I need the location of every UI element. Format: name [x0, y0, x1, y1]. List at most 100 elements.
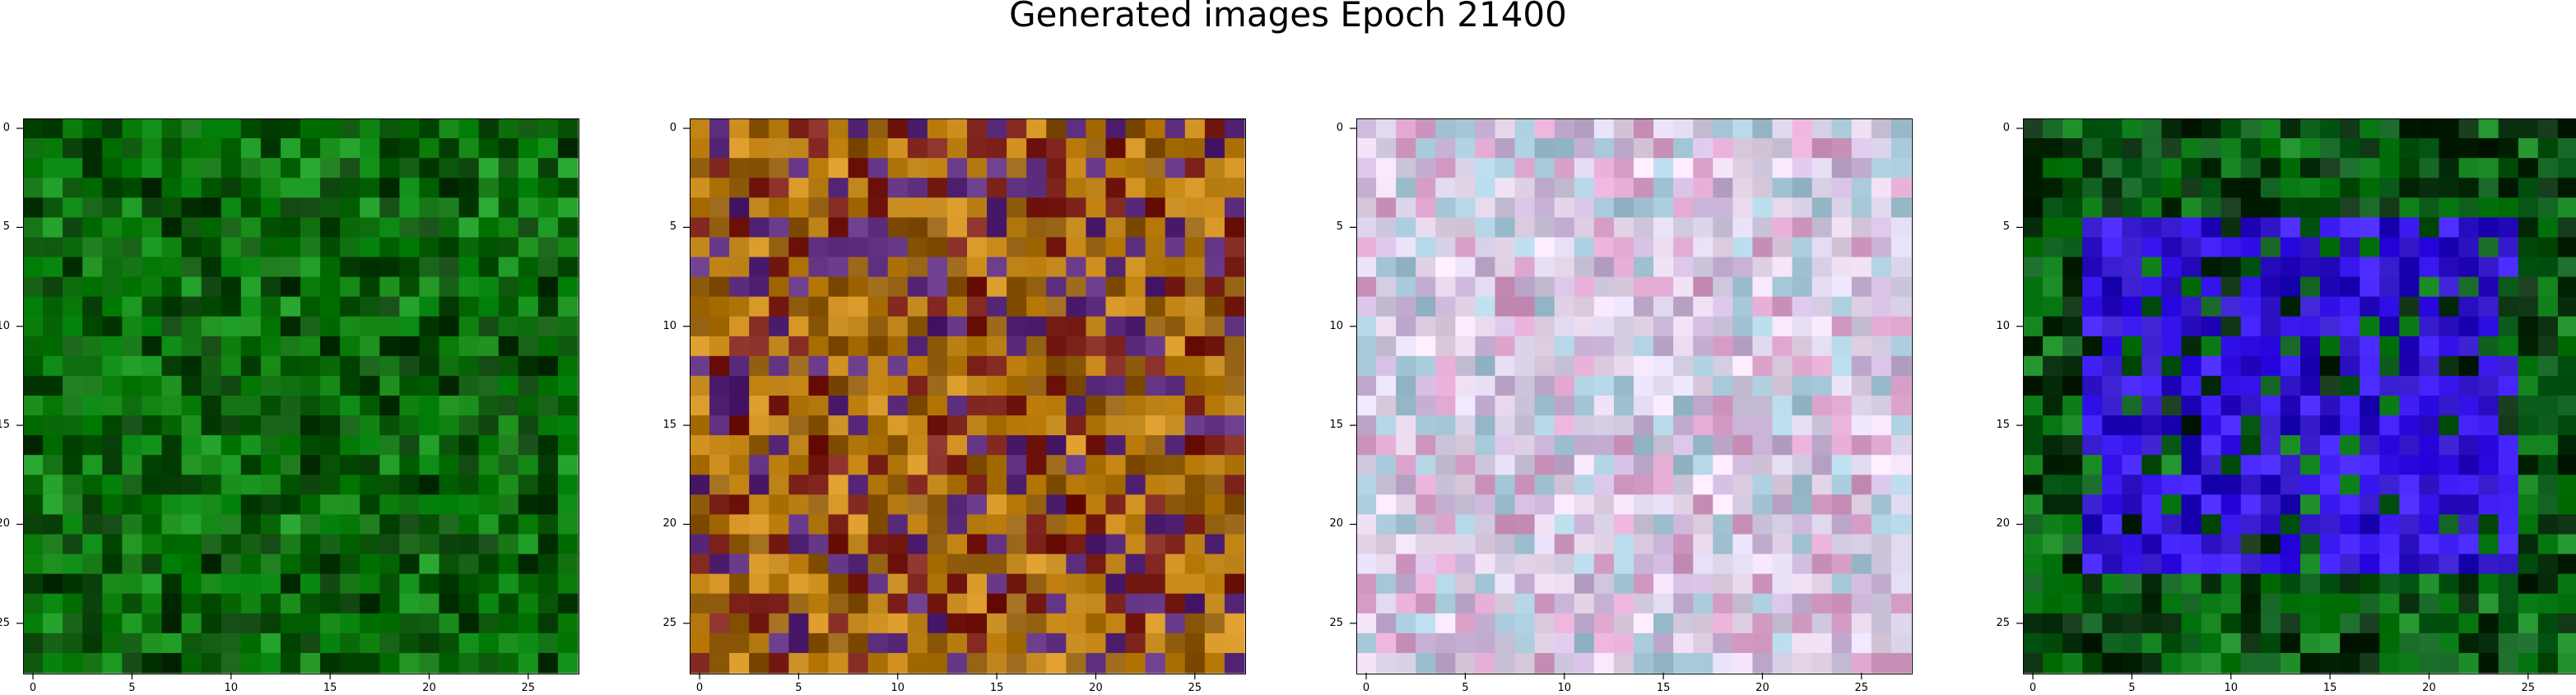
pixel-cell: [102, 514, 123, 535]
pixel-cell: [1871, 455, 1892, 475]
pixel-cell: [2399, 237, 2420, 258]
pixel-cell: [1376, 534, 1397, 555]
pixel-cell: [1554, 435, 1575, 456]
pixel-cell: [142, 158, 163, 178]
pixel-cell: [1811, 316, 1833, 337]
pixel-cell: [1514, 257, 1536, 278]
pixel-cell: [1792, 554, 1813, 575]
pixel-cell: [690, 158, 710, 178]
pixel-cell: [848, 237, 869, 258]
pixel-cell: [498, 455, 519, 475]
pixel-cell: [1613, 396, 1634, 416]
pixel-cell: [280, 375, 301, 396]
pixel-cell: [1145, 415, 1166, 436]
pixel-cell: [2082, 276, 2103, 298]
pixel-cell: [709, 138, 730, 159]
pixel-cell: [419, 336, 440, 357]
pixel-cell: [709, 396, 730, 416]
pixel-cell: [537, 217, 559, 239]
pixel-cell: [2141, 178, 2163, 198]
pixel-cell: [142, 593, 163, 614]
pixel-cell: [788, 573, 810, 595]
pixel-cell: [240, 415, 262, 436]
pixel-cell: [379, 237, 400, 258]
pixel-cell: [1772, 355, 1793, 377]
pixel-cell: [360, 257, 380, 278]
pixel-cell: [2082, 296, 2103, 317]
pixel-cell: [2360, 118, 2380, 139]
x-tick-label: 10: [2224, 682, 2239, 694]
pixel-cell: [439, 178, 460, 198]
pixel-cell: [1514, 138, 1536, 159]
pixel-cell: [379, 197, 400, 218]
pixel-cell: [1086, 652, 1107, 674]
pixel-cell: [2360, 573, 2380, 595]
pixel-cell: [63, 138, 83, 159]
pixel-cell: [221, 573, 242, 595]
pixel-cell: [280, 336, 301, 357]
pixel-cell: [2141, 573, 2163, 595]
pixel-cell: [2300, 573, 2321, 595]
pixel-cell: [1514, 197, 1536, 218]
pixel-cell: [2023, 514, 2044, 535]
pixel-cell: [1713, 652, 1733, 674]
pixel-cell: [1046, 573, 1067, 595]
pixel-cell: [1435, 375, 1456, 396]
pixel-cell: [1593, 296, 1615, 317]
pixel-cell: [808, 534, 830, 555]
pixel-cell: [2141, 396, 2163, 416]
pixel-cell: [1871, 632, 1892, 654]
pixel-cell: [2240, 178, 2262, 198]
pixel-cell: [1435, 632, 1456, 654]
pixel-cell: [161, 138, 183, 159]
pixel-cell: [320, 355, 341, 377]
pixel-cell: [1007, 257, 1027, 278]
pixel-cell: [537, 178, 559, 198]
pixel-cell: [518, 375, 539, 396]
pixel-cell: [102, 494, 123, 516]
pixel-cell: [1204, 276, 1225, 298]
pixel-cell: [1145, 475, 1166, 495]
pixel-cell: [63, 494, 83, 516]
pixel-cell: [102, 178, 123, 198]
pixel-cell: [967, 435, 988, 456]
pixel-cell: [478, 217, 500, 239]
pixel-cell: [1613, 276, 1634, 298]
pixel-cell: [518, 237, 539, 258]
pixel-cell: [2161, 375, 2183, 396]
x-tick-label: 15: [2323, 682, 2337, 694]
pixel-cell: [2419, 257, 2440, 278]
pixel-cell: [320, 158, 341, 178]
pixel-cell: [729, 494, 750, 516]
pixel-cell: [1416, 415, 1436, 436]
pixel-cell: [2320, 217, 2341, 239]
pixel-cell: [240, 296, 262, 317]
pixel-cell: [2161, 118, 2183, 139]
pixel-cell: [1125, 158, 1146, 178]
pixel-cell: [2220, 455, 2242, 475]
pixel-cell: [102, 158, 123, 178]
pixel-cell: [1086, 475, 1107, 495]
pixel-cell: [300, 158, 321, 178]
pixel-cell: [907, 158, 928, 178]
pixel-cell: [1125, 178, 1146, 198]
pixel-cell: [1811, 415, 1833, 436]
pixel-cell: [1534, 494, 1555, 516]
pixel-cell: [1396, 375, 1416, 396]
pixel-cell: [379, 158, 400, 178]
pixel-cell: [2161, 336, 2183, 357]
pixel-cell: [122, 554, 143, 575]
pixel-cell: [260, 435, 281, 456]
pixel-cell: [1693, 276, 1713, 298]
x-tick-label: 0: [695, 682, 704, 694]
pixel-cell: [340, 652, 360, 674]
pixel-cell: [2379, 435, 2400, 456]
pixel-cell: [2399, 375, 2420, 396]
pixel-cell: [1495, 138, 1516, 159]
pixel-cell: [2043, 455, 2063, 475]
pixel-cell: [2478, 257, 2499, 278]
pixel-cell: [1831, 435, 1853, 456]
pixel-cell: [2478, 435, 2499, 456]
pixel-cell: [2082, 355, 2103, 377]
pixel-cell: [1634, 494, 1654, 516]
